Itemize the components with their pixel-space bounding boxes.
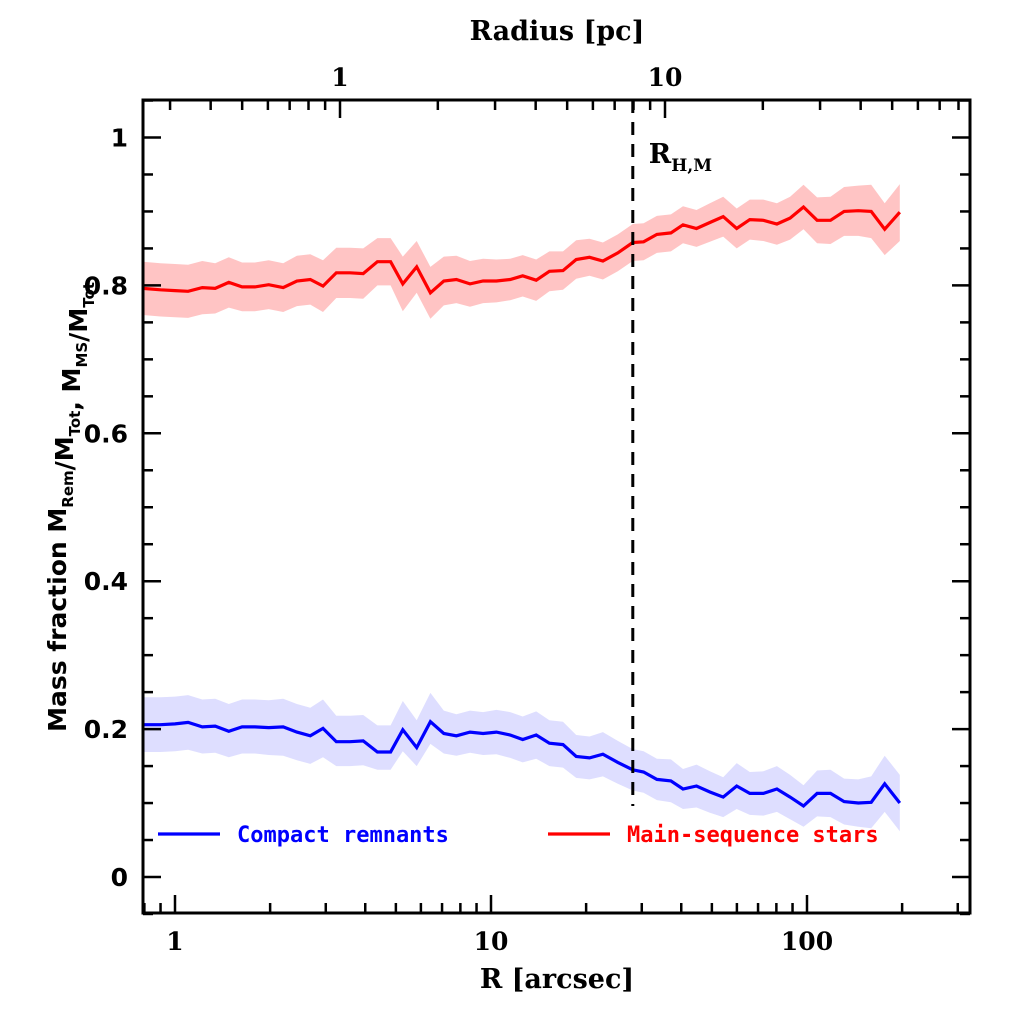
x-tick-label: 10 [474,927,509,956]
y-axis-title-prefix: Mass fraction [43,533,72,732]
x-top-tick-label: 1 [331,63,348,92]
legend: Compact remnants Main-sequence stars [158,823,879,848]
x-axis-title: R [arcsec] [480,964,634,995]
y-axis-title-part: , M [57,368,86,411]
series-line-main-sequence [143,204,901,296]
y-tick-label: 0 [111,863,128,892]
y-axis-title: Mass fraction MRem/MTot, MMS/MTot [43,282,98,732]
y-axis-title-subscript: Tot [66,411,84,437]
series-lines [143,204,902,809]
y-axis-title-part: /M [64,308,93,342]
series-line-compact-remnants [143,719,902,809]
x-top-tick-label: 10 [648,63,683,92]
y-tick-label: 0.8 [84,271,128,300]
y-tick-label: 1 [111,124,128,153]
y-axis-title-subscript: Tot [80,282,98,308]
y-axis-title-subscript: MS [73,342,91,368]
half-mass-radius-label: RH,M [649,139,712,176]
band-main-sequence [143,184,900,319]
x-tick-label: 100 [781,927,833,956]
axis-ticks [143,99,970,916]
y-tick-label: 0.2 [84,715,128,744]
y-axis-title-part: /M [50,436,79,470]
legend-label-main-sequence: Main-sequence stars [627,823,879,848]
y-axis-title-part: M [43,508,72,533]
y-tick-label: 0.6 [84,419,128,448]
x-tick-label: 1 [166,927,183,956]
y-tick-label: 0.4 [84,567,128,596]
half-mass-radius-marker: RH,M [631,100,712,806]
legend-label-compact-remnants: Compact remnants [237,823,449,848]
band-compact-remnants [143,692,900,832]
confidence-bands [143,184,900,832]
y-axis-title-subscript: Rem [59,470,77,507]
y-axis-title-text: Mass fraction MRem/MTot, MMS/MTot [43,282,98,732]
x-axis-top-title: Radius [pc] [470,16,645,47]
